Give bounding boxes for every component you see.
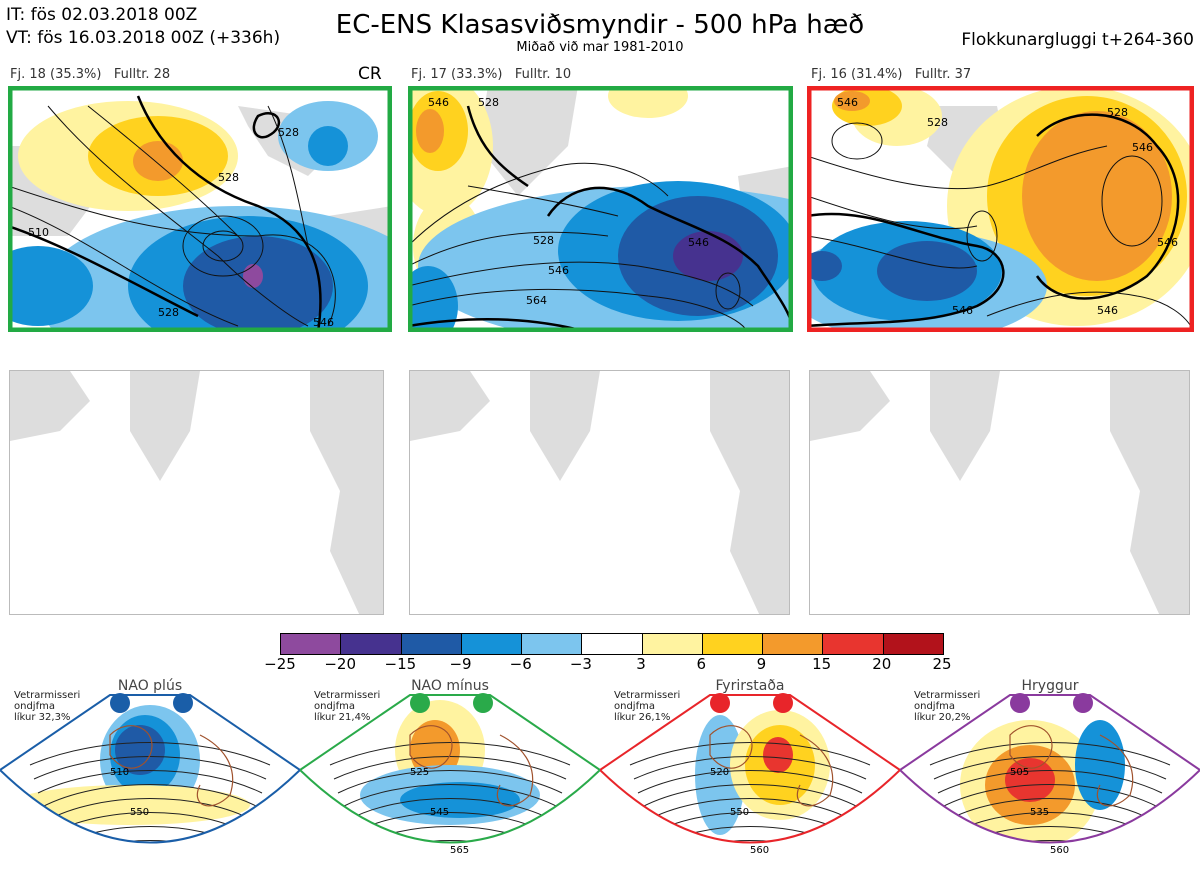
regime-contour-label: 550 (730, 807, 749, 818)
empty-map-1 (9, 370, 384, 615)
regime-map: 525 545 565 (298, 675, 602, 871)
regime-marker-left (710, 693, 730, 713)
contour-label: 528 (927, 116, 948, 129)
cluster-2-rep: Fulltr. 10 (514, 67, 572, 82)
cluster-2-map: 546 528 528 546 564 546 (408, 86, 793, 332)
colorbar-segment (882, 634, 943, 654)
contour-label: 528 (278, 126, 299, 139)
page-title: EC-ENS Klasasviðsmyndir - 500 hPa hæð (335, 10, 865, 40)
regime-marker-right (773, 693, 793, 713)
cluster-3-map: 546 528 528 546 546 546 546 (807, 86, 1194, 332)
cluster-3-name: Fj. 16 (31.4%) (811, 67, 903, 82)
colorbar-tick-label: 9 (756, 655, 767, 673)
regime-note: Vetrarmisseri ondjfma líkur 32,3% (14, 690, 81, 723)
regime-contour-label: 535 (1030, 807, 1049, 818)
valid-time: VT: fös 16.03.2018 00Z (+336h) (6, 28, 281, 48)
contour-label: 528 (158, 306, 179, 319)
regime-contour-label: 565 (450, 845, 469, 856)
classification-window: Flokkunargluggi t+264-360 (961, 30, 1194, 50)
regime-contour-label: 560 (1050, 845, 1069, 856)
contour-label: 528 (1107, 106, 1128, 119)
regime-title: NAO mínus (411, 678, 489, 694)
colorbar (280, 633, 944, 655)
contour-label: 546 (1132, 141, 1153, 154)
colorbar-tick-label: 20 (872, 655, 892, 673)
empty-map-3 (809, 370, 1190, 615)
colorbar-tick-label: −15 (384, 655, 417, 673)
colorbar-segment (581, 634, 642, 654)
colorbar-segment (641, 634, 702, 654)
regime-contour-label: 545 (430, 807, 449, 818)
contour-label: 510 (28, 226, 49, 239)
regime-note: Vetrarmisseri ondjfma líkur 20,2% (914, 690, 981, 723)
regime-title: Hryggur (1021, 678, 1079, 694)
empty-map-2 (409, 370, 790, 615)
page-subtitle: Miðað við mar 1981-2010 (516, 40, 684, 55)
contour-label: 546 (1097, 304, 1118, 317)
contour-label: 546 (837, 96, 858, 109)
colorbar-tick-label: 6 (696, 655, 707, 673)
regime-note: Vetrarmisseri ondjfma líkur 26,1% (614, 690, 681, 723)
regime-marker-left (410, 693, 430, 713)
contour-label: 546 (688, 236, 709, 249)
colorbar-tick-label: −3 (569, 655, 592, 673)
colorbar-segment (281, 634, 341, 654)
contour-label: 546 (548, 264, 569, 277)
cluster-1-rep: Fulltr. 28 (113, 67, 171, 82)
regime-marker-left (110, 693, 130, 713)
regime-map: 510 550 (0, 675, 302, 871)
regime-contour-label: 560 (750, 845, 769, 856)
colorbar-segment (460, 634, 522, 654)
colorbar-tick-label: −25 (264, 655, 296, 673)
contour-label: 546 (428, 96, 449, 109)
colorbar-segment (701, 634, 763, 654)
run-info: IT: fös 02.03.2018 00Z VT: fös 16.03.201… (6, 4, 280, 50)
cluster-3-label: Fj. 16 (31.4%) Fulltr. 37 (811, 67, 971, 82)
contour-label: 546 (1157, 236, 1178, 249)
regime-marker-right (1073, 693, 1093, 713)
regime-contour-label: 525 (410, 767, 429, 778)
cluster-1-map: 510 528 528 546 528 (8, 86, 392, 332)
regime-title: NAO plús (117, 678, 183, 694)
cluster-1-label: Fj. 18 (35.3%) Fulltr. 28 (10, 67, 170, 82)
regime-note: Vetrarmisseri ondjfma líkur 21,4% (314, 690, 381, 723)
regime-marker-right (173, 693, 193, 713)
cluster-3-rep: Fulltr. 37 (914, 67, 972, 82)
regime-contour-label: 550 (130, 807, 149, 818)
regime-map: 520 550 560 (598, 675, 902, 871)
contour-label: 528 (478, 96, 499, 109)
colorbar-tick-label: 3 (636, 655, 646, 673)
regime-title: Fyrirstaða (715, 678, 785, 694)
cluster-1-name: Fj. 18 (35.3%) (10, 67, 102, 82)
colorbar-tick-label: −6 (509, 655, 532, 673)
colorbar-tick-label: −20 (324, 655, 356, 673)
contour-label: 564 (526, 294, 547, 307)
cluster-2-label: Fj. 17 (33.3%) Fulltr. 10 (411, 67, 571, 82)
colorbar-segment (340, 634, 401, 654)
colorbar-tick-label: −9 (449, 655, 472, 673)
colorbar-segment (400, 634, 461, 654)
regime-marker-left (1010, 693, 1030, 713)
contour-label: 546 (313, 316, 334, 329)
regime-contour-label: 520 (710, 767, 729, 778)
initial-time: IT: fös 02.03.2018 00Z (6, 5, 198, 25)
colorbar-tick-label: 15 (812, 655, 832, 673)
colorbar-segment (762, 634, 823, 654)
colorbar-segment (822, 634, 883, 654)
colorbar-tick-label: 25 (932, 655, 952, 673)
regime-map: 505 535 560 (898, 675, 1200, 871)
regime-marker-right (473, 693, 493, 713)
colorbar-segment (521, 634, 582, 654)
regime-contour-label: 505 (1010, 767, 1029, 778)
contour-label: 546 (952, 304, 973, 317)
contour-label: 528 (533, 234, 554, 247)
regime-contour-label: 510 (110, 767, 129, 778)
cluster-2-name: Fj. 17 (33.3%) (411, 67, 503, 82)
contour-label: 528 (218, 171, 239, 184)
cluster-1-tag: CR (358, 64, 382, 84)
